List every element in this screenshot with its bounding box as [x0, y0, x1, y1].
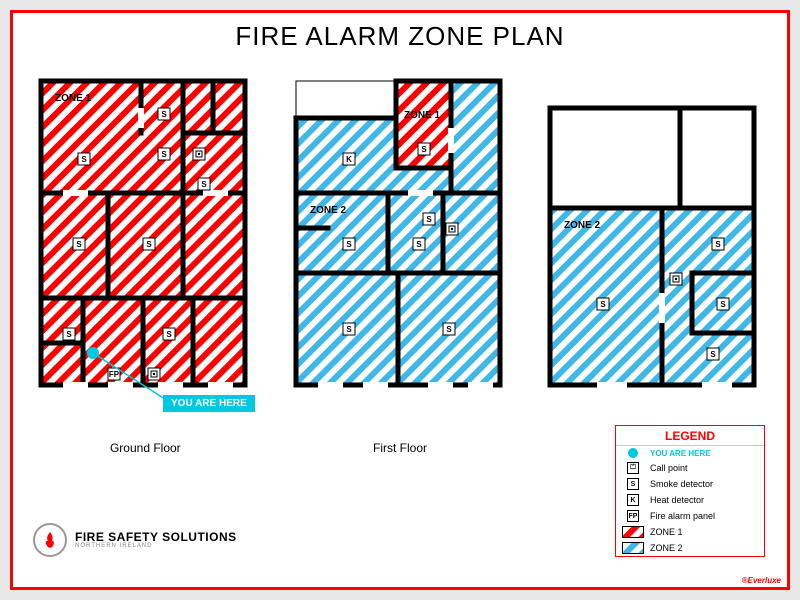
svg-text:S: S: [76, 240, 82, 249]
legend-row: K Heat detector: [616, 492, 764, 508]
svg-text:S: S: [81, 155, 87, 164]
floor-label: Ground Floor: [110, 441, 181, 455]
company-logo-block: FIRE SAFETY SOLUTIONS NORTHERN IRELAND: [33, 523, 237, 557]
legend-label: Smoke detector: [650, 479, 713, 489]
legend-row: FP Fire alarm panel: [616, 508, 764, 524]
svg-text:K: K: [346, 155, 352, 164]
svg-text:S: S: [716, 240, 722, 249]
svg-text:S: S: [421, 145, 427, 154]
floor-ground: ZONE 1 S S S S S S S S FP Gr: [33, 73, 258, 433]
flame-icon: [33, 523, 67, 557]
svg-text:S: S: [711, 350, 717, 359]
legend-label: YOU ARE HERE: [650, 449, 711, 458]
svg-text:S: S: [721, 300, 727, 309]
floor-second: ZONE 2 S S S S Second Floor: [542, 73, 767, 433]
legend-label: ZONE 1: [650, 527, 683, 537]
legend-items: YOU ARE HERE ⏍ Call point S Smoke detector K H…: [616, 446, 764, 556]
legend-swatch-icon: [622, 526, 644, 538]
svg-text:S: S: [201, 180, 207, 189]
svg-text:S: S: [161, 150, 167, 159]
floor-label: First Floor: [373, 441, 427, 455]
legend-row: ZONE 2: [616, 540, 764, 556]
legend-label: Heat detector: [650, 495, 704, 505]
watermark-brand: ®Everluxe: [742, 576, 781, 585]
fire-zone-plan-page: FIRE ALARM ZONE PLAN ZONE 1 S S S S S S: [10, 10, 790, 590]
page-title: FIRE ALARM ZONE PLAN: [13, 21, 787, 52]
legend-dot-icon: [628, 448, 638, 458]
floor-plans-row: ZONE 1 S S S S S S S S FP Gr: [33, 73, 767, 433]
svg-text:S: S: [146, 240, 152, 249]
legend-swatch-icon: [622, 542, 644, 554]
legend-label: ZONE 2: [650, 543, 683, 553]
svg-text:ZONE 2: ZONE 2: [310, 205, 347, 216]
legend-symbol-icon: ⏍: [627, 462, 639, 474]
legend-symbol-icon: S: [627, 478, 639, 490]
company-text: FIRE SAFETY SOLUTIONS NORTHERN IRELAND: [75, 531, 237, 549]
legend-box: LEGEND YOU ARE HERE ⏍ Call point S Smoke det…: [615, 425, 765, 557]
legend-label: Fire alarm panel: [650, 511, 715, 521]
svg-text:S: S: [426, 215, 432, 224]
legend-row: ⏍ Call point: [616, 460, 764, 476]
legend-symbol-icon: K: [627, 494, 639, 506]
legend-symbol-icon: FP: [627, 510, 639, 522]
svg-text:S: S: [346, 240, 352, 249]
svg-text:S: S: [416, 240, 422, 249]
legend-label: Call point: [650, 463, 688, 473]
svg-text:S: S: [66, 330, 72, 339]
legend-row: YOU ARE HERE: [616, 446, 764, 460]
legend-row: S Smoke detector: [616, 476, 764, 492]
legend-title: LEGEND: [616, 426, 764, 446]
svg-text:S: S: [446, 325, 452, 334]
svg-text:ZONE 1: ZONE 1: [55, 93, 92, 104]
svg-text:ZONE 1: ZONE 1: [404, 110, 441, 121]
svg-text:FP: FP: [109, 370, 120, 379]
svg-text:S: S: [161, 110, 167, 119]
floor-first: ZONE 1 ZONE 2 K S S S S S SFirst Floor: [288, 73, 513, 433]
svg-text:S: S: [346, 325, 352, 334]
svg-text:ZONE 2: ZONE 2: [564, 220, 601, 231]
svg-text:S: S: [601, 300, 607, 309]
you-are-here-tag: YOU ARE HERE: [163, 395, 255, 412]
watermark: ®Everluxe: [742, 576, 781, 585]
company-name: FIRE SAFETY SOLUTIONS: [75, 531, 237, 543]
svg-text:S: S: [166, 330, 172, 339]
legend-row: ZONE 1: [616, 524, 764, 540]
